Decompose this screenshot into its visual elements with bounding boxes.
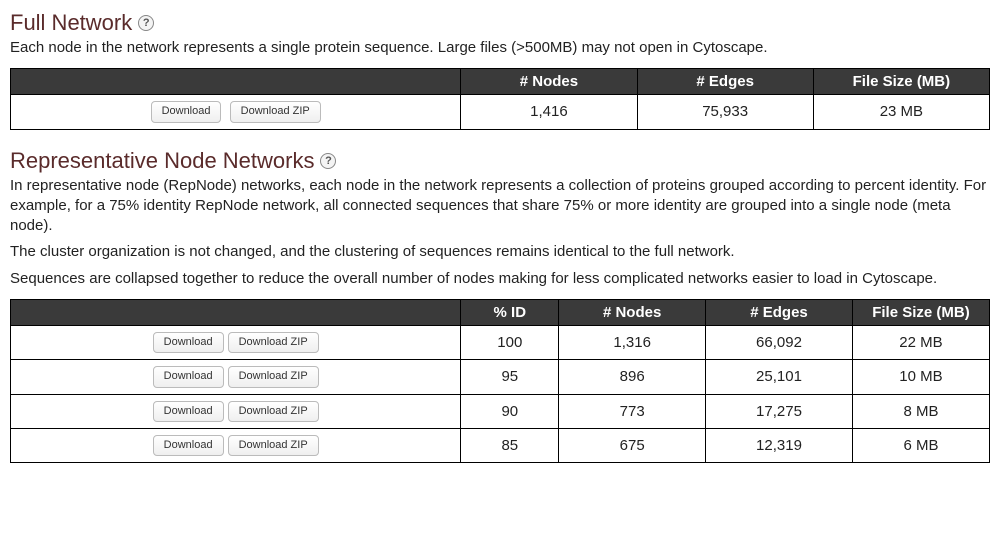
help-icon[interactable]: ? [320, 153, 336, 169]
download-button[interactable]: Download [153, 332, 224, 353]
table-header-filesize: File Size (MB) [813, 69, 989, 95]
pctid-cell: 100 [461, 325, 559, 359]
edges-cell: 66,092 [706, 325, 853, 359]
full-network-title-text: Full Network [10, 10, 132, 36]
table-header-edges: # Edges [637, 69, 813, 95]
download-button[interactable]: Download [153, 435, 224, 456]
pctid-cell: 95 [461, 360, 559, 394]
filesize-cell: 6 MB [852, 429, 989, 463]
download-cell: DownloadDownload ZIP [11, 360, 461, 394]
edges-cell: 25,101 [706, 360, 853, 394]
pctid-cell: 90 [461, 394, 559, 428]
nodes-cell: 1,416 [461, 95, 637, 129]
filesize-cell: 23 MB [813, 95, 989, 129]
full-network-table: # Nodes # Edges File Size (MB) Download … [10, 68, 990, 129]
download-cell: DownloadDownload ZIP [11, 394, 461, 428]
table-header-empty [11, 299, 461, 325]
download-cell: Download Download ZIP [11, 95, 461, 129]
table-row: DownloadDownload ZIP9589625,10110 MB [11, 360, 990, 394]
repnode-title: Representative Node Networks ? [10, 148, 990, 174]
table-header-edges: # Edges [706, 299, 853, 325]
repnode-table: % ID # Nodes # Edges File Size (MB) Down… [10, 299, 990, 464]
filesize-cell: 8 MB [852, 394, 989, 428]
table-row: DownloadDownload ZIP1001,31666,09222 MB [11, 325, 990, 359]
pctid-cell: 85 [461, 429, 559, 463]
table-row: DownloadDownload ZIP9077317,2758 MB [11, 394, 990, 428]
download-button[interactable]: Download [153, 366, 224, 387]
download-button[interactable]: Download [151, 101, 222, 122]
table-header-nodes: # Nodes [559, 299, 706, 325]
filesize-cell: 10 MB [852, 360, 989, 394]
full-network-desc: Each node in the network represents a si… [10, 38, 990, 58]
filesize-cell: 22 MB [852, 325, 989, 359]
repnode-title-text: Representative Node Networks [10, 148, 314, 174]
download-zip-button[interactable]: Download ZIP [228, 332, 319, 353]
table-row: Download Download ZIP 1,416 75,933 23 MB [11, 95, 990, 129]
table-header-nodes: # Nodes [461, 69, 637, 95]
help-icon[interactable]: ? [138, 15, 154, 31]
download-zip-button[interactable]: Download ZIP [228, 366, 319, 387]
download-button[interactable]: Download [153, 401, 224, 422]
repnode-desc-1: In representative node (RepNode) network… [10, 176, 990, 237]
table-header-filesize: File Size (MB) [852, 299, 989, 325]
table-row: DownloadDownload ZIP8567512,3196 MB [11, 429, 990, 463]
repnode-desc-3: Sequences are collapsed together to redu… [10, 269, 990, 289]
download-cell: DownloadDownload ZIP [11, 429, 461, 463]
table-header-pctid: % ID [461, 299, 559, 325]
edges-cell: 75,933 [637, 95, 813, 129]
table-header-row: # Nodes # Edges File Size (MB) [11, 69, 990, 95]
repnode-desc-2: The cluster organization is not changed,… [10, 242, 990, 262]
edges-cell: 12,319 [706, 429, 853, 463]
nodes-cell: 896 [559, 360, 706, 394]
table-header-row: % ID # Nodes # Edges File Size (MB) [11, 299, 990, 325]
table-header-empty [11, 69, 461, 95]
nodes-cell: 773 [559, 394, 706, 428]
download-cell: DownloadDownload ZIP [11, 325, 461, 359]
full-network-title: Full Network ? [10, 10, 990, 36]
edges-cell: 17,275 [706, 394, 853, 428]
download-zip-button[interactable]: Download ZIP [228, 435, 319, 456]
nodes-cell: 1,316 [559, 325, 706, 359]
download-zip-button[interactable]: Download ZIP [228, 401, 319, 422]
download-zip-button[interactable]: Download ZIP [230, 101, 321, 122]
nodes-cell: 675 [559, 429, 706, 463]
